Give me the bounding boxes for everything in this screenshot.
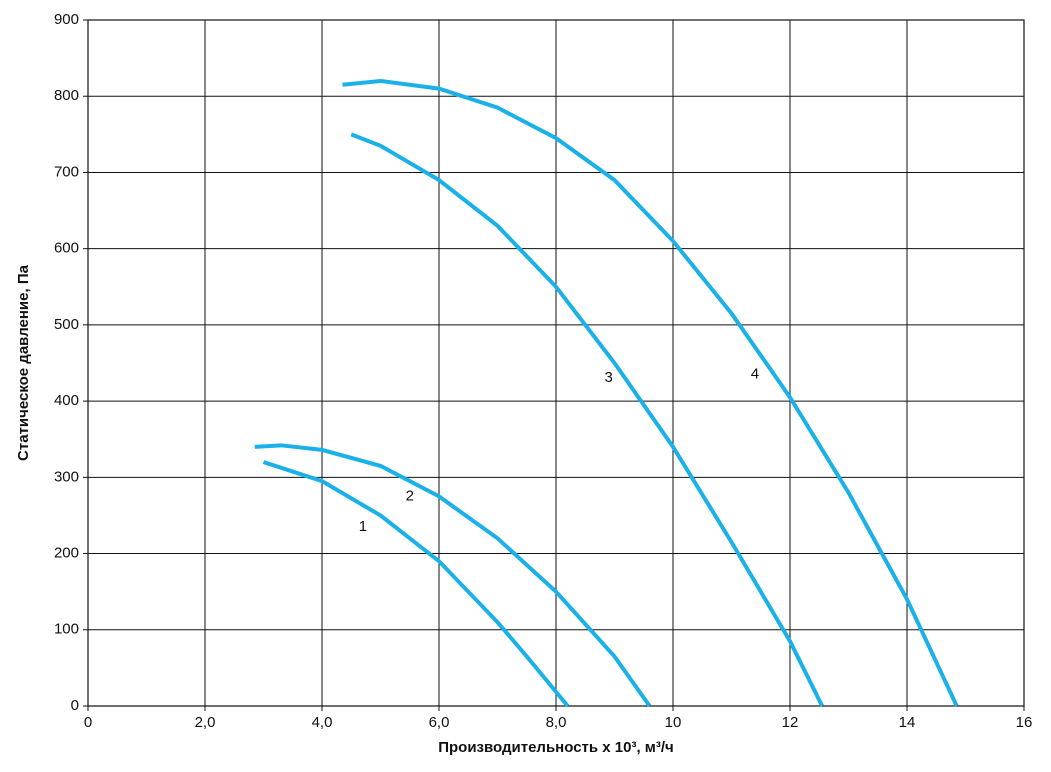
- y-axis-title: Статическое давление, Па: [15, 264, 32, 461]
- y-tick-label: 700: [54, 163, 79, 180]
- y-tick-label: 400: [54, 392, 79, 409]
- y-tick-label: 100: [54, 621, 79, 638]
- x-tick-label: 8,0: [546, 714, 567, 731]
- y-tick-label: 600: [54, 240, 79, 257]
- curve-label: 4: [751, 365, 759, 382]
- curve: [262, 460, 570, 708]
- curve-label: 1: [359, 518, 367, 535]
- curve-label: 3: [604, 369, 612, 386]
- x-tick-label: 4,0: [312, 714, 333, 731]
- curve: [350, 132, 824, 707]
- curve: [342, 78, 959, 707]
- y-tick-label: 800: [54, 87, 79, 104]
- y-tick-label: 200: [54, 545, 79, 562]
- x-tick-label: 16: [1016, 714, 1033, 731]
- y-tick-label: 300: [54, 468, 79, 485]
- y-tick-label: 0: [71, 697, 79, 714]
- plot-frame: [87, 19, 1025, 707]
- x-axis-title: Производительность x 10³, м³/ч: [438, 739, 674, 756]
- y-tick-label: 900: [54, 11, 79, 28]
- y-tick-label: 500: [54, 316, 79, 333]
- x-tick-label: 14: [899, 714, 916, 731]
- x-tick-label: 10: [665, 714, 682, 731]
- x-tick-label: 0: [84, 714, 92, 731]
- curve: [254, 443, 652, 708]
- x-tick-label: 12: [782, 714, 799, 731]
- curve-label: 2: [406, 487, 414, 504]
- x-tick-label: 2,0: [195, 714, 216, 731]
- x-tick-label: 6,0: [429, 714, 450, 731]
